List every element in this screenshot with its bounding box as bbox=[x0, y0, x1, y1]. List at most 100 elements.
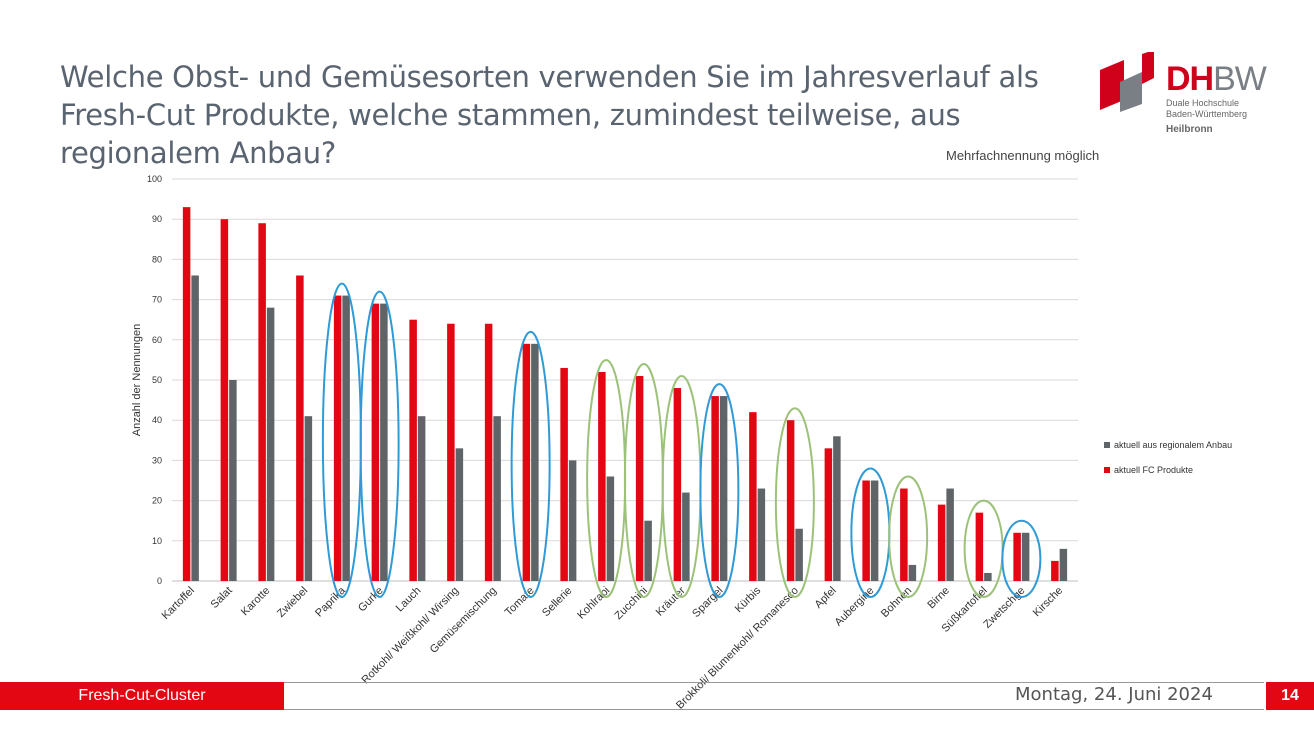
footer-divider-bottom bbox=[284, 709, 1264, 710]
bar-regional bbox=[644, 520, 652, 581]
bar-regional bbox=[531, 343, 539, 581]
y-tick-label: 70 bbox=[152, 295, 162, 305]
bar-regional bbox=[984, 572, 992, 581]
highlight-ring-blue bbox=[510, 330, 551, 598]
chart-legend: aktuell aus regionalem Anbau aktuell FC … bbox=[1104, 440, 1232, 490]
legend-label: aktuell FC Produkte bbox=[1114, 465, 1194, 475]
x-tick-label: Kartoffel bbox=[160, 585, 197, 622]
bar-fc-products bbox=[786, 420, 795, 581]
bar-fc-products bbox=[371, 303, 380, 581]
bar-regional bbox=[833, 436, 841, 581]
y-tick-label: 60 bbox=[152, 335, 162, 345]
bar-fc-products bbox=[296, 275, 304, 581]
highlight-ring-green bbox=[623, 362, 664, 598]
slide-title: Welche Obst- und Gemüsesorten verwenden … bbox=[60, 60, 1039, 170]
highlight-ring-blue bbox=[359, 290, 400, 598]
x-tick-label: Spargel bbox=[690, 585, 725, 620]
bar-fc-products bbox=[937, 504, 946, 581]
x-tick-label: Zwetschge bbox=[981, 585, 1027, 631]
y-tick-label: 80 bbox=[152, 254, 162, 264]
x-tick-label: Lauch bbox=[394, 585, 424, 615]
y-tick-label: 20 bbox=[152, 496, 162, 506]
highlight-ring-green bbox=[963, 499, 1004, 599]
bar-fc-products bbox=[220, 219, 229, 581]
page-number: 14 bbox=[1266, 682, 1314, 710]
bar-fc-products bbox=[711, 396, 719, 581]
bar-regional bbox=[380, 303, 388, 581]
bar-fc-products bbox=[749, 412, 757, 581]
x-tick-label: Salat bbox=[209, 585, 235, 611]
legend-label: aktuell aus regionalem Anbau bbox=[1114, 440, 1233, 450]
bar-fc-products bbox=[862, 480, 870, 581]
footer-divider-top bbox=[284, 682, 1264, 683]
bar-fc-products bbox=[409, 319, 417, 581]
legend-item-regional: aktuell aus regionalem Anbau bbox=[1104, 440, 1232, 450]
bar-regional bbox=[229, 380, 237, 581]
bar-regional bbox=[191, 275, 199, 581]
bar-regional bbox=[606, 476, 615, 581]
y-tick-label: 0 bbox=[157, 576, 162, 586]
y-tick-label: 10 bbox=[152, 536, 162, 546]
bar-regional bbox=[757, 488, 766, 581]
bar-fc-products bbox=[900, 488, 908, 581]
dhbw-logo: DHBW Duale Hochschule Baden-Württemberg … bbox=[1098, 52, 1278, 142]
x-tick-label: Kräuter bbox=[654, 584, 688, 618]
x-tick-label: Paprika bbox=[313, 584, 348, 619]
x-tick-label: Bohnen bbox=[879, 585, 914, 620]
bar-regional bbox=[1021, 532, 1030, 581]
bar-regional bbox=[719, 396, 728, 581]
multiple-answers-note: Mehrfachnennung möglich bbox=[946, 148, 1100, 163]
highlight-ring-blue bbox=[850, 467, 891, 598]
legend-item-fc: aktuell FC Produkte bbox=[1104, 465, 1232, 475]
highlight-ring-green bbox=[888, 475, 929, 599]
x-tick-label: Kirsche bbox=[1031, 585, 1065, 619]
x-tick-label: Apfel bbox=[813, 585, 839, 611]
highlight-ring-blue bbox=[1001, 519, 1042, 599]
x-tick-label: Gurke bbox=[356, 585, 386, 615]
bar-fc-products bbox=[333, 295, 342, 581]
x-tick-label: Zucchini bbox=[613, 585, 650, 622]
highlight-ring-green bbox=[661, 375, 702, 598]
bar-fc-products bbox=[673, 388, 682, 581]
bar-regional bbox=[946, 488, 954, 581]
x-tick-label: Birne bbox=[925, 585, 952, 612]
bar-fc-products bbox=[560, 367, 568, 581]
bar-fc-products bbox=[635, 375, 644, 581]
x-tick-label: Gemüsemischung bbox=[428, 585, 499, 656]
highlight-ring-green bbox=[586, 358, 627, 599]
logo-wordmark: DHBW bbox=[1166, 60, 1267, 98]
bar-fc-products bbox=[522, 343, 531, 581]
highlight-ring-green bbox=[774, 407, 815, 599]
bar-fc-products bbox=[258, 223, 266, 581]
bar-regional bbox=[266, 307, 275, 581]
x-tick-label: Tomate bbox=[503, 585, 537, 619]
highlight-ring-blue bbox=[699, 383, 740, 599]
bar-fc-products bbox=[598, 371, 606, 581]
bar-fc-products bbox=[447, 323, 455, 581]
footer-date: Montag, 24. Juni 2024 bbox=[1015, 684, 1213, 705]
bar-regional bbox=[342, 295, 350, 581]
bar-fc-products bbox=[484, 323, 493, 581]
y-tick-label: 100 bbox=[147, 174, 162, 184]
bar-regional bbox=[493, 416, 501, 581]
logo-subtitle: Duale Hochschule Baden-Württemberg bbox=[1166, 98, 1248, 119]
x-tick-label: Zwiebel bbox=[275, 585, 310, 620]
bar-regional bbox=[870, 480, 879, 581]
bar-fc-products bbox=[975, 512, 984, 581]
dhbw-logo-mark bbox=[1100, 52, 1154, 112]
y-tick-label: 40 bbox=[152, 415, 162, 425]
bar-regional bbox=[455, 448, 464, 581]
legend-swatch-gray bbox=[1104, 442, 1110, 448]
bar-regional bbox=[908, 564, 917, 581]
y-tick-label: 50 bbox=[152, 375, 162, 385]
x-tick-label: Kohlrabi bbox=[575, 585, 612, 622]
footer-project-label: Fresh-Cut-Cluster bbox=[0, 682, 284, 710]
bar-regional bbox=[417, 416, 426, 581]
bar-regional bbox=[1059, 548, 1068, 581]
highlight-ring-blue bbox=[321, 282, 362, 599]
logo-location: Heilbronn bbox=[1166, 124, 1213, 135]
x-tick-label: Aubergine bbox=[833, 585, 877, 629]
bar-regional bbox=[304, 416, 313, 581]
x-tick-label: Sellerie bbox=[540, 585, 574, 619]
